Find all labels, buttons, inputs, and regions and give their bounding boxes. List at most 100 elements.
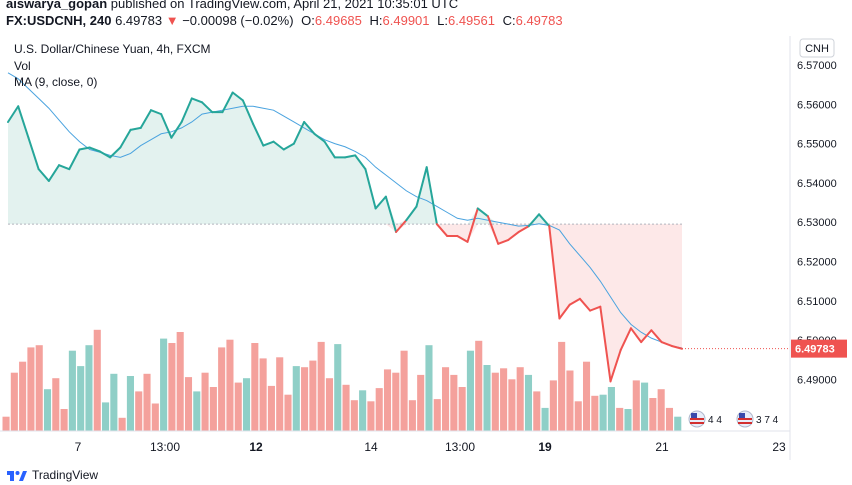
- chart-legend: U.S. Dollar/Chinese Yuan, 4h, FXCM Vol M…: [14, 42, 211, 89]
- price-segment: [497, 238, 510, 245]
- volume-bar: [549, 380, 557, 431]
- volume-bar: [2, 416, 10, 431]
- volume-bars: [2, 329, 682, 431]
- price-segment: [27, 136, 40, 171]
- volume-bar: [483, 365, 491, 431]
- legend-ma[interactable]: MA (9, close, 0): [14, 75, 97, 89]
- price-segment: [78, 146, 91, 151]
- event-marker[interactable]: 4 4: [688, 410, 722, 428]
- volume-bar: [93, 329, 101, 431]
- price-change: −0.00098 (−0.02%): [182, 13, 294, 28]
- volume-bar: [135, 391, 143, 431]
- volume-bar: [450, 374, 458, 431]
- price-segment: [17, 105, 30, 139]
- event-count: 4 4: [708, 415, 722, 426]
- price-axis[interactable]: 6.57000 6.56000 6.55000 6.54000 6.53000 6.520…: [789, 36, 837, 460]
- high-value: 6.49901: [382, 13, 430, 28]
- chart-area[interactable]: 6.57000 6.56000 6.55000 6.54000 6.53000 6.520…: [0, 36, 852, 460]
- event-count: 3 7 4: [756, 415, 779, 426]
- price-segment: [323, 140, 336, 159]
- volume-bar: [143, 373, 151, 431]
- close-value: 6.49783: [515, 13, 563, 28]
- price-segment: [384, 195, 398, 234]
- price-segment: [395, 219, 408, 234]
- author-name[interactable]: aiswarya_gopan: [6, 0, 108, 11]
- volume-bar: [77, 366, 85, 431]
- price-segment: [7, 105, 20, 123]
- price-segment: [517, 225, 530, 234]
- price-segment: [58, 164, 71, 171]
- volume-bar: [267, 385, 275, 431]
- time-axis[interactable]: 7 13:00 12 14 13:00 19 21 23: [0, 430, 790, 454]
- volume-bar: [533, 391, 541, 431]
- price-segment: [364, 168, 377, 210]
- price-chart[interactable]: 6.57000 6.56000 6.55000 6.54000 6.53000 6.520…: [0, 36, 852, 460]
- price-segment: [405, 205, 418, 222]
- price-segment: [344, 154, 357, 159]
- x-tick-label: 21: [655, 440, 669, 454]
- brand-footer[interactable]: TradingView: [6, 466, 98, 484]
- price-segment: [507, 231, 520, 241]
- publish-text: published on TradingView.com, April 21, …: [110, 0, 459, 11]
- volume-bar: [491, 372, 499, 431]
- volume-bar: [657, 389, 665, 431]
- y-tick-label: 6.55000: [797, 139, 837, 151]
- price-segment: [252, 122, 265, 147]
- volume-bar: [193, 391, 201, 431]
- volume-bar: [292, 366, 300, 431]
- volume-bar: [184, 377, 193, 431]
- last-price-tag-bg: [791, 339, 847, 358]
- brand-name: TradingView: [32, 468, 99, 482]
- volume-bar: [218, 347, 226, 431]
- price-segment: [149, 109, 163, 116]
- volume-bar: [665, 407, 674, 431]
- price-segment: [190, 97, 204, 104]
- volume-bar: [458, 387, 466, 431]
- volume-bar: [591, 395, 599, 431]
- price-segment: [629, 327, 643, 344]
- fill-below-baseline: [8, 224, 682, 382]
- price-segment: [456, 234, 469, 243]
- price-segment: [486, 215, 500, 245]
- price-segment: [660, 341, 673, 347]
- volume-bar: [27, 347, 35, 431]
- volume-bar: [508, 379, 516, 431]
- volume-bar: [607, 387, 615, 431]
- volume-bar: [226, 339, 234, 431]
- volume-bar: [674, 416, 682, 431]
- y-tick-label: 6.56000: [797, 99, 837, 111]
- volume-bar: [110, 373, 118, 431]
- volume-bar: [375, 388, 383, 431]
- volume-bar: [151, 403, 159, 431]
- price-segment: [139, 109, 152, 129]
- volume-bar: [209, 387, 217, 431]
- volume-bar: [176, 332, 184, 431]
- x-tick-label: 13:00: [150, 440, 180, 454]
- price-segment: [538, 213, 551, 228]
- price-segment: [282, 142, 295, 151]
- volume-bar: [359, 390, 367, 431]
- currency-badge[interactable]: CNH: [799, 38, 835, 58]
- volume-bar: [616, 407, 624, 431]
- volume-bar: [68, 350, 76, 431]
- x-tick-label: 13:00: [445, 440, 475, 454]
- economic-events[interactable]: 4 4 3 7 4: [688, 410, 779, 428]
- price-segment: [599, 305, 612, 383]
- volume-bar: [317, 341, 325, 431]
- price-segment: [98, 150, 112, 159]
- open-label: O:: [301, 13, 315, 28]
- publish-info: aiswarya_gopan published on TradingView.…: [6, 0, 458, 11]
- volume-bar: [500, 368, 508, 431]
- price-segment: [354, 154, 367, 171]
- tradingview-logo-icon: [7, 471, 27, 481]
- price-segment: [272, 140, 285, 151]
- volume-bar: [301, 367, 309, 431]
- event-marker[interactable]: 3 7 4: [736, 410, 779, 428]
- price-segment: [558, 303, 571, 320]
- volume-bar: [400, 350, 408, 431]
- price-segment: [292, 120, 306, 145]
- volume-bar: [10, 372, 18, 431]
- volume-bar: [466, 350, 474, 431]
- volume-bar: [383, 369, 392, 431]
- legend-vol[interactable]: Vol: [14, 59, 31, 73]
